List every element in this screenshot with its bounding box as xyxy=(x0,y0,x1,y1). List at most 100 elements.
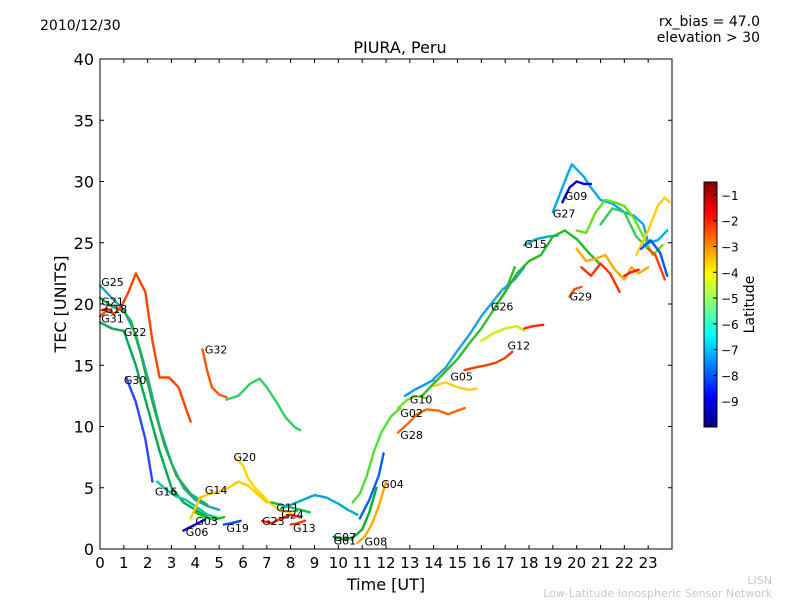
plot-frame xyxy=(99,58,673,550)
series-g12c xyxy=(523,323,545,330)
satellite-label-g10: G10 xyxy=(410,394,433,407)
satellite-label-g28: G28 xyxy=(400,429,423,442)
satellite-label-g31: G31 xyxy=(101,313,124,326)
x-tick-label: 4 xyxy=(191,554,201,572)
series-g14 xyxy=(189,480,268,520)
satellite-label-g02: G02 xyxy=(400,407,423,420)
x-tick-label: 23 xyxy=(639,554,658,572)
series-g15b xyxy=(492,229,602,312)
x-tick-label: 18 xyxy=(519,554,538,572)
series-g09 xyxy=(561,180,593,204)
satellite-label-g13: G13 xyxy=(293,522,316,535)
y-tick-label: 25 xyxy=(74,234,94,253)
series-g03 xyxy=(194,511,226,521)
series-g02 xyxy=(396,394,428,410)
satellite-label-g22: G22 xyxy=(124,326,147,339)
series-g27 xyxy=(551,163,669,244)
credit-line-1: LISN xyxy=(747,574,772,587)
satellite-label-g27: G27 xyxy=(553,207,576,220)
series-group xyxy=(98,163,671,545)
series-g30 xyxy=(125,376,154,483)
satellite-label-g32: G32 xyxy=(205,343,228,356)
x-tick-label: 3 xyxy=(167,554,177,572)
series-g29 xyxy=(568,285,583,298)
x-tick-label: 0 xyxy=(95,554,105,572)
y-tick-label: 20 xyxy=(74,295,94,314)
rx-bias-label: rx_bias = 47.0 xyxy=(658,14,760,30)
series-g04b xyxy=(351,406,402,504)
series-g29e xyxy=(599,207,650,251)
series-g29g xyxy=(635,196,671,257)
series-g11 xyxy=(270,501,311,514)
satellite-label-g29: G29 xyxy=(570,291,593,304)
satellite-label-g09: G09 xyxy=(565,190,588,203)
x-tick-label: 20 xyxy=(567,554,586,572)
y-axis-label: TEC [UNITS] xyxy=(51,256,70,354)
satellite-label-g11: G11 xyxy=(276,501,299,514)
credit-line-2: Low-Latitude Ionospheric Sensor Network xyxy=(543,587,772,600)
series-g05 xyxy=(432,381,478,391)
chart-title: PIURA, Peru xyxy=(353,38,447,57)
x-tick-label: 22 xyxy=(615,554,634,572)
series-g31 xyxy=(98,272,192,423)
series-g32b xyxy=(225,377,302,432)
colorbar-tick-label: −7 xyxy=(721,344,739,358)
satellite-label-g05: G05 xyxy=(450,370,473,383)
series-g12b xyxy=(480,324,526,342)
series-g12 xyxy=(463,350,514,372)
credit-block: LISN Low-Latitude Ionospheric Sensor Net… xyxy=(543,574,772,600)
satellite-label-g21: G21 xyxy=(101,296,124,309)
satellite-label-g19: G19 xyxy=(226,522,249,535)
y-tick-label: 35 xyxy=(74,111,94,130)
x-tick-label: 6 xyxy=(238,554,248,572)
y-tick-label: 0 xyxy=(84,540,94,559)
colorbar-tick-label: −3 xyxy=(721,240,739,254)
x-tick-label: 8 xyxy=(286,554,296,572)
satellite-label-g03: G03 xyxy=(195,515,218,528)
info-block: rx_bias = 47.0 elevation > 30 xyxy=(657,14,760,46)
x-tick-label: 11 xyxy=(353,554,372,572)
satellite-label-g16: G16 xyxy=(155,485,178,498)
x-tick-label: 21 xyxy=(591,554,610,572)
satellite-label-g23: G23 xyxy=(262,515,285,528)
series-g07 xyxy=(332,486,378,541)
colorbar-tick-label: −2 xyxy=(721,215,739,229)
x-tick-label: 17 xyxy=(496,554,515,572)
series-g29f xyxy=(623,268,640,277)
satellite-label-g26: G26 xyxy=(491,300,514,313)
x-tick-label: 10 xyxy=(329,554,348,572)
satellite-label-g25: G25 xyxy=(101,276,124,289)
y-tick-label: 5 xyxy=(84,479,94,498)
date-label: 2010/12/30 xyxy=(40,18,121,34)
y-tick-label: 15 xyxy=(74,356,94,375)
satellite-label-g01: G01 xyxy=(334,534,357,547)
satellite-label-g07: G07 xyxy=(334,531,357,544)
satellite-label-g18: G18 xyxy=(105,303,128,316)
satellite-label-g24: G24 xyxy=(281,509,304,522)
series-g04 xyxy=(358,452,385,520)
series-g23 xyxy=(260,513,302,525)
x-tick-label: 2 xyxy=(143,554,153,572)
elevation-label: elevation > 30 xyxy=(656,30,760,46)
colorbar-tick-label: −6 xyxy=(721,318,739,332)
satellite-label-g20: G20 xyxy=(233,451,256,464)
series-g08 xyxy=(356,480,388,545)
series-g29b xyxy=(575,198,664,257)
series-g22 xyxy=(98,321,209,519)
y-tick-label: 40 xyxy=(74,50,94,69)
series-g20 xyxy=(234,457,292,514)
colorbar-tick-label: −9 xyxy=(721,395,739,409)
x-tick-label: 1 xyxy=(119,554,129,572)
satellite-label-g04: G04 xyxy=(381,478,404,491)
series-g28 xyxy=(396,406,466,434)
x-tick-label: 5 xyxy=(214,554,224,572)
colorbar-label: Latitude xyxy=(742,276,758,334)
satellite-label-g12: G12 xyxy=(508,340,531,353)
satellite-label-g06: G06 xyxy=(186,526,209,539)
x-tick-label: 7 xyxy=(262,554,272,572)
x-tick-label: 12 xyxy=(376,554,395,572)
series-g06 xyxy=(182,518,207,532)
series-g13 xyxy=(289,519,307,526)
x-tick-label: 9 xyxy=(310,554,320,572)
series-g29h xyxy=(639,239,669,277)
